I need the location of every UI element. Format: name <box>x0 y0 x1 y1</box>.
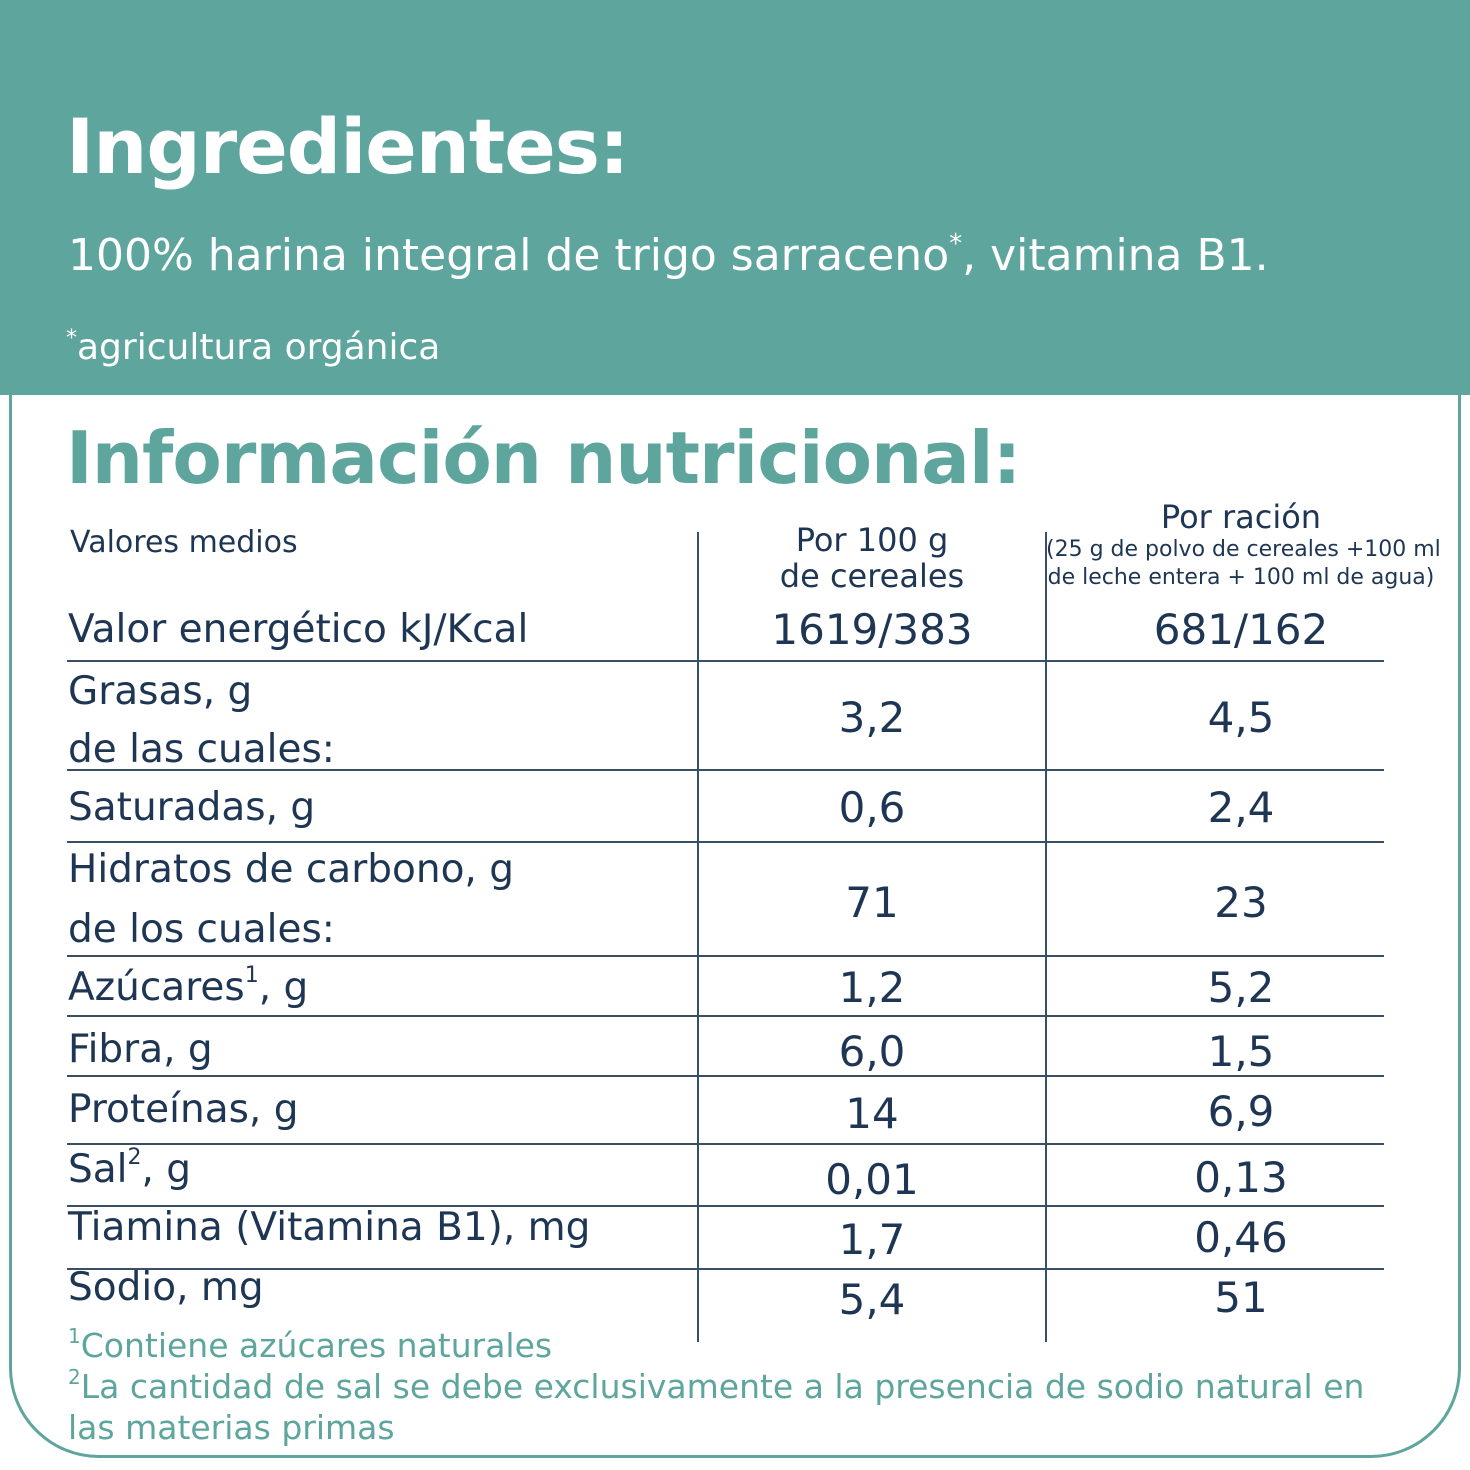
column-divider <box>1045 532 1047 1342</box>
header-per-serving-line1: (25 g de polvo de cereales +100 ml <box>1046 537 1441 562</box>
row-divider <box>67 1015 1384 1017</box>
row-value-per-serving: 681/162 <box>1153 605 1329 654</box>
footnote: 1Contiene azúcares naturales <box>68 1325 552 1366</box>
column-divider <box>697 532 699 1342</box>
footnote-ref: 1 <box>244 963 259 988</box>
row-value-per-serving: 4,5 <box>1207 693 1275 742</box>
row-value-per100: 71 <box>845 878 899 927</box>
row-divider <box>67 841 1384 843</box>
row-value-per-serving: 51 <box>1214 1273 1268 1322</box>
row-value-per100: 6,0 <box>838 1027 906 1076</box>
organic-note-text: agricultura orgánica <box>77 327 441 368</box>
row-value-per100: 1619/383 <box>771 605 973 654</box>
row-value-per100: 5,4 <box>838 1275 906 1324</box>
row-label: Fibra, g <box>68 1027 213 1072</box>
row-value-per-serving: 0,46 <box>1194 1213 1288 1262</box>
row-value-per-serving: 1,5 <box>1207 1027 1275 1076</box>
nutrition-title: Información nutricional: <box>66 416 1021 500</box>
row-value-per-serving: 5,2 <box>1207 963 1275 1012</box>
row-label: Valor energético kJ/Kcal <box>68 607 529 652</box>
header-per-100g-line2: de cereales <box>779 557 965 595</box>
footnote: 2La cantidad de sal se debe exclusivamen… <box>68 1366 1364 1407</box>
row-label: Sodio, mg <box>68 1265 264 1310</box>
row-label-text: Sal <box>68 1147 128 1192</box>
row-value-per100: 3,2 <box>838 693 906 742</box>
header-per-serving-title: Por ración <box>1160 498 1322 536</box>
row-label: Grasas, g <box>68 669 253 714</box>
row-value-per100: 0,6 <box>838 783 906 832</box>
footnote-ref: 2 <box>127 1145 142 1170</box>
footnote-text: Contiene azúcares naturales <box>80 1326 553 1365</box>
header-per-serving-line2: de leche entera + 100 ml de agua) <box>1047 565 1435 590</box>
header-per-100g-line1: Por 100 g <box>795 521 949 559</box>
row-value-per100: 1,2 <box>838 963 906 1012</box>
footnote-marker: 1 <box>68 1324 81 1348</box>
row-value-per100: 14 <box>845 1089 899 1138</box>
row-value-per-serving: 2,4 <box>1207 783 1275 832</box>
row-label: Saturadas, g <box>68 785 316 830</box>
header-label: Valores medios <box>70 525 298 560</box>
organic-note-marker: * <box>66 326 77 351</box>
ingredients-banner <box>0 0 1470 395</box>
row-divider <box>67 660 1384 662</box>
row-divider <box>67 1075 1384 1077</box>
organic-marker: * <box>949 229 963 259</box>
organic-note: *agricultura orgánica <box>66 324 440 372</box>
footnote-text: La cantidad de sal se debe exclusivament… <box>80 1367 1365 1406</box>
ingredients-text: 100% harina integral de trigo sarraceno*… <box>68 226 1269 286</box>
row-label-unit: , g <box>258 965 309 1010</box>
row-label-text: Azúcares <box>68 965 245 1010</box>
row-label: Sal2, g <box>68 1142 191 1198</box>
row-label: Proteínas, g <box>68 1087 299 1132</box>
row-label-unit: , g <box>141 1147 192 1192</box>
nutrition-frame <box>9 395 1461 1458</box>
row-divider <box>67 1143 1384 1145</box>
footnote-continuation: las materias primas <box>68 1408 395 1447</box>
ingredients-rest: , vitamina B1. <box>962 230 1269 281</box>
row-divider <box>67 1205 1384 1207</box>
row-divider <box>67 769 1384 771</box>
row-value-per100: 0,01 <box>825 1155 919 1204</box>
row-label: Hidratos de carbono, g <box>68 847 514 892</box>
row-value-per100: 1,7 <box>838 1215 906 1264</box>
header-per-100g: Por 100 g de cereales <box>698 522 1046 594</box>
row-value-per-serving: 6,9 <box>1207 1087 1275 1136</box>
row-value-per-serving: 23 <box>1214 878 1268 927</box>
ingredients-title: Ingredientes: <box>66 102 629 191</box>
row-sublabel: de los cuales: <box>68 907 335 952</box>
row-divider <box>67 955 1384 957</box>
row-label: Azúcares1, g <box>68 960 308 1016</box>
header-per-serving: Por ración (25 g de polvo de cereales +1… <box>1046 498 1441 592</box>
row-sublabel: de las cuales: <box>68 727 335 772</box>
row-label: Tiamina (Vitamina B1), mg <box>68 1205 591 1250</box>
footnote-marker: 2 <box>68 1365 81 1389</box>
row-divider <box>67 1268 1384 1270</box>
ingredients-main: 100% harina integral de trigo sarraceno <box>68 230 950 281</box>
row-value-per-serving: 0,13 <box>1194 1153 1288 1202</box>
